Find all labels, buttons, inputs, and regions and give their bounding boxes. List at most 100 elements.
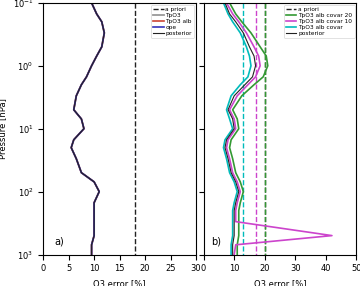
ope <box>79 83 84 86</box>
ope <box>74 157 78 160</box>
a priori <box>262 31 267 35</box>
ope <box>79 117 84 121</box>
posterior <box>79 117 84 121</box>
posterior <box>230 243 235 247</box>
posterior <box>232 127 236 130</box>
TpO3 alb covar 20 <box>249 31 253 35</box>
TpO3 alb <box>79 83 84 86</box>
TpO3 <box>102 31 107 35</box>
TpO3 <box>72 138 76 142</box>
TpO3 alb covar 10 <box>234 243 238 247</box>
ope <box>100 45 104 49</box>
a priori <box>133 146 137 149</box>
Text: b): b) <box>211 237 221 247</box>
TpO3 <box>72 108 76 112</box>
TpO3 alb covar 20 <box>234 12 238 16</box>
a priori <box>262 180 267 184</box>
a priori <box>262 45 267 49</box>
posterior <box>230 117 235 121</box>
Line: ope: ope <box>71 3 104 255</box>
TpO3 alb <box>82 127 86 130</box>
TpO3 alb covar 10 <box>234 220 238 223</box>
TpO3 alb <box>74 94 78 98</box>
posterior <box>72 108 76 112</box>
TpO3 alb covar <box>229 253 233 256</box>
ope <box>89 64 94 67</box>
TpO3 alb covar 20 <box>235 117 239 121</box>
a priori <box>262 83 267 86</box>
TpO3 alb covar 10 <box>234 209 238 212</box>
a priori <box>262 1 267 5</box>
TpO3 <box>89 243 94 247</box>
TpO3 alb covar 20 <box>264 54 269 58</box>
posterior <box>223 146 227 149</box>
TpO3 alb covar 10 <box>238 190 242 193</box>
TpO3 alb <box>89 1 94 5</box>
ope <box>72 138 76 142</box>
posterior <box>247 45 252 49</box>
a priori <box>133 253 137 256</box>
posterior <box>82 127 86 130</box>
TpO3 <box>89 64 94 67</box>
ope <box>69 146 73 149</box>
TpO3 alb covar <box>247 54 252 58</box>
ope <box>92 234 96 237</box>
TpO3 alb covar 10 <box>244 31 248 35</box>
ope <box>92 201 96 204</box>
posterior <box>92 209 96 212</box>
TpO3 <box>100 20 104 23</box>
TpO3 alb covar <box>229 243 233 247</box>
TpO3 alb covar 10 <box>258 64 262 67</box>
posterior <box>92 180 96 184</box>
a priori <box>133 1 137 5</box>
posterior <box>102 31 107 35</box>
a priori <box>133 220 137 223</box>
TpO3 <box>100 45 104 49</box>
posterior <box>241 31 246 35</box>
TpO3 alb <box>92 209 96 212</box>
posterior <box>252 54 256 58</box>
TpO3 alb covar 10 <box>256 54 261 58</box>
a priori <box>262 201 267 204</box>
a priori <box>133 12 137 16</box>
TpO3 alb covar <box>238 83 242 86</box>
TpO3 <box>92 220 96 223</box>
ope <box>74 94 78 98</box>
a priori <box>262 253 267 256</box>
a priori <box>262 157 267 160</box>
posterior <box>250 75 255 79</box>
ope <box>92 209 96 212</box>
posterior <box>234 180 238 184</box>
TpO3 alb covar 20 <box>241 190 246 193</box>
TpO3 alb <box>79 117 84 121</box>
TpO3 <box>95 12 99 16</box>
TpO3 alb covar <box>249 64 253 67</box>
TpO3 alb covar <box>230 234 235 237</box>
TpO3 alb covar 20 <box>235 253 239 256</box>
TpO3 alb covar 20 <box>237 127 241 130</box>
a priori <box>133 157 137 160</box>
TpO3 <box>97 190 102 193</box>
TpO3 alb covar 20 <box>234 171 238 174</box>
ope <box>89 253 94 256</box>
a priori <box>133 31 137 35</box>
TpO3 alb covar 20 <box>258 45 262 49</box>
posterior <box>95 12 99 16</box>
Legend: a priori, TpO3, TpO3 alb, ope, posterior: a priori, TpO3, TpO3 alb, ope, posterior <box>151 5 194 38</box>
TpO3 alb covar <box>223 138 227 142</box>
TpO3 alb <box>100 45 104 49</box>
TpO3 alb <box>92 220 96 223</box>
posterior <box>100 45 104 49</box>
TpO3 alb covar 20 <box>252 83 256 86</box>
a priori <box>262 54 267 58</box>
posterior <box>232 220 236 223</box>
TpO3 alb covar 10 <box>224 1 229 5</box>
TpO3 alb <box>89 243 94 247</box>
TpO3 alb covar 10 <box>235 180 239 184</box>
a priori <box>262 12 267 16</box>
posterior <box>97 190 102 193</box>
posterior <box>79 83 84 86</box>
a priori <box>262 220 267 223</box>
a priori <box>133 45 137 49</box>
Line: TpO3: TpO3 <box>71 3 104 255</box>
